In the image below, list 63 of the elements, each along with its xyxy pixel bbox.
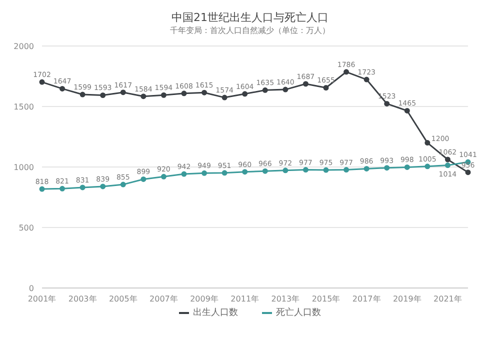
point [60,186,66,192]
point [60,86,66,92]
x-tick-label: 2009年 [190,294,218,304]
point [384,165,390,171]
x-tick-label: 2001年 [28,294,56,304]
point [465,170,471,176]
point [100,92,106,98]
point [444,162,450,168]
point [80,184,86,190]
point [242,91,248,97]
y-tick-label: 1500 [14,102,34,112]
point [181,171,187,177]
legend-label: 死亡人口数 [276,306,321,319]
point [282,86,288,92]
point [424,164,430,170]
point [364,166,370,172]
point [120,90,126,96]
chart-subtitle: 千年变局：首次人口自然减少（单位：万人） [169,25,331,36]
point [404,108,410,114]
point [39,79,45,85]
y-tick-label: 1000 [14,162,34,172]
point [120,182,126,188]
x-tick-label: 2007年 [150,294,178,304]
x-tick-label: 2017年 [352,294,381,304]
point [323,84,329,90]
point [140,176,146,182]
point [222,94,228,100]
chart-title: 中国21世纪出生人口与死亡人口 [170,10,330,25]
x-tick-label: 2019年 [392,294,422,304]
point [424,140,430,146]
point [444,156,450,162]
x-tick-label: 2013年 [271,294,300,304]
point [100,184,106,190]
point [384,100,390,106]
y-tick-label: 0 [28,284,34,293]
legend-label: 出生人口数 [193,306,238,319]
y-tick-label: 500 [18,223,34,232]
point [344,167,350,173]
y-tick-label: 2000 [14,42,34,51]
x-tick-label: 2021年 [434,294,462,304]
point [344,69,350,75]
point [222,170,228,176]
point [404,164,410,170]
point [302,81,308,87]
point [302,167,308,173]
x-tick-label: 2011年 [230,294,260,304]
point [242,169,248,175]
point [364,76,370,82]
point [80,92,86,98]
point [323,167,329,173]
point [140,94,146,100]
point [202,170,208,176]
point [181,90,187,96]
x-tick-label: 2003年 [68,294,97,304]
point [160,174,166,180]
point [262,168,268,174]
point [262,87,268,93]
x-tick-label: 2015年 [312,294,340,304]
point [39,186,45,192]
point [160,92,166,98]
point [202,90,208,96]
point [282,168,288,174]
x-tick-label: 2005年 [108,294,138,304]
